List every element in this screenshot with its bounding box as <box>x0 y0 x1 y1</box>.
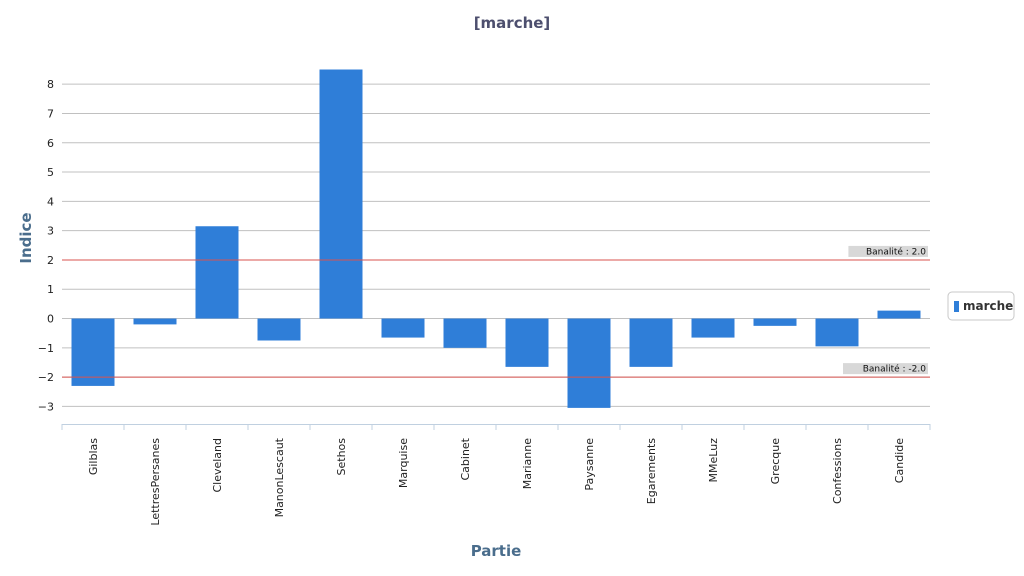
gridlines <box>62 83 930 407</box>
bar-egarements[interactable] <box>629 318 673 367</box>
x-tick-label: Grecque <box>769 438 782 485</box>
reference-label-bg <box>843 363 928 375</box>
bar-paysanne[interactable] <box>567 318 611 408</box>
y-tick-label: −2 <box>38 371 54 384</box>
bar-cleveland[interactable] <box>195 226 239 319</box>
bar-gilblas[interactable] <box>71 318 115 386</box>
x-tick-label: Cleveland <box>211 438 224 493</box>
bar-lettrespersanes[interactable] <box>133 318 177 325</box>
reference-lines: Banalité : 2.0 Banalité : -2.0 <box>62 245 930 378</box>
bar-confessions[interactable] <box>815 318 859 347</box>
x-tick-label: Confessions <box>831 438 844 504</box>
legend[interactable]: marche <box>947 291 1015 321</box>
y-tick-label: 2 <box>47 254 54 267</box>
x-tick-label: Cabinet <box>459 437 472 480</box>
y-tick-label: 7 <box>47 107 54 120</box>
reference-label-bg <box>848 245 928 257</box>
reference-label: Banalité : 2.0 <box>866 246 926 257</box>
x-tick-label: ManonLescaut <box>273 437 286 517</box>
bar-cabinet[interactable] <box>443 318 487 348</box>
bar-grecque[interactable] <box>753 318 797 326</box>
x-tick-label: Sethos <box>335 438 348 476</box>
y-tick-label: 5 <box>47 166 54 179</box>
x-tick-label: MMeLuz <box>707 438 720 483</box>
x-tick-label: Paysanne <box>583 438 596 491</box>
x-tick-label: LettresPersanes <box>149 438 162 526</box>
bar-candide[interactable] <box>877 310 921 319</box>
y-tick-label: −3 <box>38 400 54 413</box>
x-tick-label: Marquise <box>397 438 410 488</box>
y-tick-label: 0 <box>47 313 54 326</box>
y-tick-label: 4 <box>47 195 54 208</box>
axes: −3 −2 −1 0 1 2 3 4 5 6 7 8 Gilblas LettresPersanes Cle… <box>38 78 931 526</box>
y-tick-label: 8 <box>47 78 54 91</box>
x-tick-label: Marianne <box>521 438 534 489</box>
y-tick-label: 3 <box>47 225 54 238</box>
legend-swatch <box>954 301 959 312</box>
y-axis-title: Indice <box>17 212 35 263</box>
x-tick-label: Gilblas <box>87 438 100 475</box>
bar-sethos[interactable] <box>319 69 363 319</box>
legend-box <box>947 291 1015 321</box>
bar-marquise[interactable] <box>381 318 425 338</box>
bar-marianne[interactable] <box>505 318 549 367</box>
chart-title: [marche] <box>474 14 551 32</box>
bar-manonlescaut[interactable] <box>257 318 301 341</box>
y-tick-label: −1 <box>38 342 54 355</box>
x-tick-label: Egarements <box>645 438 658 504</box>
reference-label: Banalité : -2.0 <box>863 364 927 375</box>
y-tick-label: 6 <box>47 137 54 150</box>
x-axis-title: Partie <box>471 542 522 560</box>
legend-label[interactable]: marche <box>963 299 1013 313</box>
x-tick-label: Candide <box>893 438 906 483</box>
bars <box>71 69 921 408</box>
y-tick-label: 1 <box>47 283 54 296</box>
bar-mmeluz[interactable] <box>691 318 735 338</box>
